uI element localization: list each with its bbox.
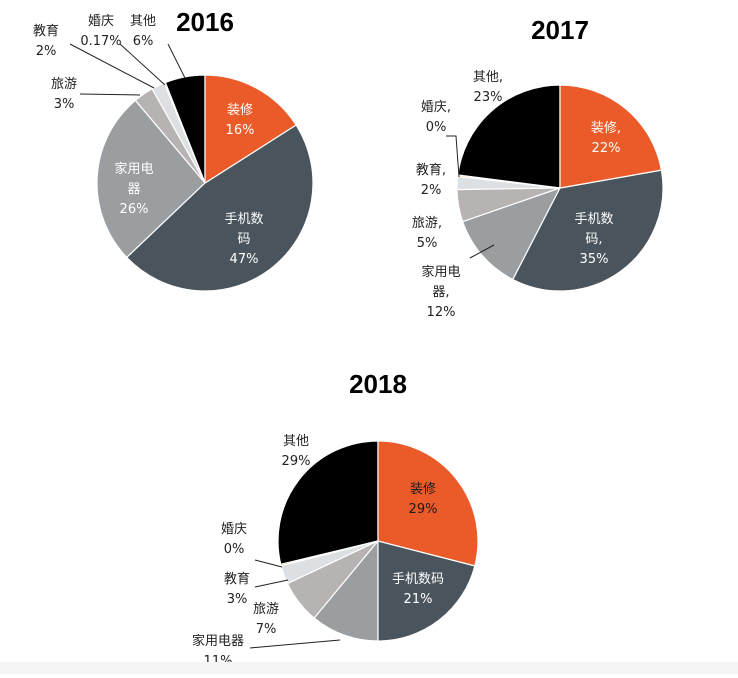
data-label-line: 码, xyxy=(585,232,602,247)
data-label-line: 旅游, xyxy=(412,216,442,231)
data-label-line: 器 xyxy=(127,182,140,197)
data-label-line: 装修 xyxy=(410,482,436,497)
data-label-line: 29% xyxy=(282,454,311,469)
data-label-2018-wedding: 婚庆 0% xyxy=(221,522,247,557)
data-label-line: 旅游 xyxy=(253,602,279,617)
data-label-line: 婚庆 xyxy=(221,522,247,537)
data-label-2017-wedding: 婚庆, 0% xyxy=(421,100,451,135)
data-label-2018-travel: 旅游 7% xyxy=(253,602,279,637)
data-label-line: 2% xyxy=(421,183,442,198)
data-label-line: 0.17% xyxy=(80,34,121,49)
data-label-line: 47% xyxy=(230,252,259,267)
pie-slice-2018-decoration xyxy=(377,440,479,567)
data-label-2018-other: 其他 29% xyxy=(282,434,311,469)
data-label-line: 35% xyxy=(580,252,609,267)
data-label-line: 29% xyxy=(409,502,438,517)
data-label-line: 21% xyxy=(404,592,433,607)
leader-line-2016-other xyxy=(167,43,186,79)
pie-slice-2016-decoration xyxy=(204,74,297,185)
pie-slice-2017-decoration xyxy=(559,84,663,189)
data-label-line: 手机数 xyxy=(224,212,263,227)
data-label-2016-education: 教育 2% xyxy=(33,23,59,59)
pie-slice-2018-other xyxy=(277,440,379,567)
pie-slice-2018-home-appliance xyxy=(313,539,379,642)
leader-line-2018-home-appliance xyxy=(249,639,341,649)
data-label-line: 0% xyxy=(426,120,447,135)
leader-line-2018-education xyxy=(254,579,289,588)
data-label-line: 装修 xyxy=(227,103,253,118)
pie-slice-2017-other xyxy=(456,84,561,189)
data-label-2018-education: 教育 3% xyxy=(224,571,250,607)
data-label-2017-travel: 旅游, 5% xyxy=(412,216,442,251)
data-label-2016-phone-digital: 手机数码 47% xyxy=(224,212,263,267)
data-label-line: 3% xyxy=(227,592,248,607)
chart-title-2018: 2018 xyxy=(349,369,407,399)
data-label-2017-phone-digital: 手机数码, 35% xyxy=(574,212,613,267)
pie-slice-2017-phone-digital xyxy=(511,169,664,292)
data-label-line: 其他 xyxy=(130,14,156,29)
data-label-2018-decoration: 装修 29% xyxy=(409,482,438,517)
pie-slice-2018-phone-digital xyxy=(377,540,476,642)
data-label-2017-education: 教育, 2% xyxy=(416,162,446,198)
data-label-line: 家用电 xyxy=(114,161,153,177)
pie-slice-2017-home-appliance xyxy=(461,186,562,281)
data-label-line: 旅游 xyxy=(51,77,77,92)
pie-chart-2018: 2018 装修29%手机数码21%家用电器11%旅游7%教育3%婚庆0%其他29… xyxy=(192,369,479,669)
data-label-line: 其他 xyxy=(283,434,309,449)
pie-chart-2017: 2017 装修, 22% 手机数码, 35% 家用电器, 12% 旅游, 5% 教育, 2% 婚庆,… xyxy=(412,15,664,320)
chart-title-2017: 2017 xyxy=(531,15,589,45)
data-label-2017-home-appliance: 家用电器, 12% xyxy=(421,264,460,320)
data-label-line: 0% xyxy=(224,542,245,557)
data-label-line: 7% xyxy=(256,622,277,637)
data-label-line: 22% xyxy=(592,141,621,156)
data-label-line: 16% xyxy=(226,123,255,138)
data-label-line: 3% xyxy=(54,97,75,112)
leader-line-2018-wedding xyxy=(254,559,283,568)
data-label-line: 12% xyxy=(427,305,456,320)
data-label-line: 23% xyxy=(474,90,503,105)
data-label-line: 教育, xyxy=(416,162,446,178)
pie-slice-2016-home-appliance xyxy=(96,99,206,259)
leader-line-2016-travel xyxy=(79,93,141,96)
data-label-2017-other: 其他, 23% xyxy=(473,70,503,105)
data-label-2016-travel: 旅游 3% xyxy=(51,77,77,112)
data-label-2016-decoration: 装修 16% xyxy=(226,103,255,138)
data-label-line: 6% xyxy=(133,34,154,49)
data-label-line: 教育 xyxy=(224,571,250,587)
data-label-line: 5% xyxy=(417,236,438,251)
data-label-2016-home-appliance: 家用电器 26% xyxy=(114,161,153,217)
data-label-line: 器, xyxy=(432,285,449,300)
pie-chart-2016: 2016 装修 16% 手机数码 47% 家用电器 26% 旅游 3% 教育 2% 婚庆 0.17% 其… xyxy=(33,7,314,292)
data-label-line: 婚庆, xyxy=(421,100,451,115)
data-label-line: 装修, xyxy=(591,121,621,136)
data-label-line: 教育 xyxy=(33,23,59,39)
data-label-line: 手机数 xyxy=(574,212,613,227)
footer-strip xyxy=(0,662,738,674)
leader-line-2016-wedding xyxy=(119,43,166,86)
data-label-line: 码 xyxy=(237,232,250,247)
data-label-line: 手机数码 xyxy=(392,572,444,587)
chart-title-2016: 2016 xyxy=(176,7,234,37)
data-label-line: 2% xyxy=(36,44,57,59)
leader-line-2017-home-appliance xyxy=(469,244,495,259)
data-label-2016-other: 其他 6% xyxy=(130,14,156,49)
data-label-2017-decoration: 装修, 22% xyxy=(591,121,621,156)
data-label-line: 26% xyxy=(120,202,149,217)
pie-slice-2016-phone-digital xyxy=(125,124,314,292)
data-label-2016-wedding: 婚庆 0.17% xyxy=(80,14,121,49)
data-label-line: 婚庆 xyxy=(88,14,114,29)
data-label-2018-phone-digital: 手机数码 21% xyxy=(392,572,444,607)
data-label-line: 其他, xyxy=(473,70,503,85)
data-label-line: 家用电 xyxy=(421,264,460,280)
leader-line-2016-education xyxy=(69,43,155,89)
data-label-line: 家用电器 xyxy=(192,633,244,649)
leader-line-2017-wedding xyxy=(446,135,460,178)
